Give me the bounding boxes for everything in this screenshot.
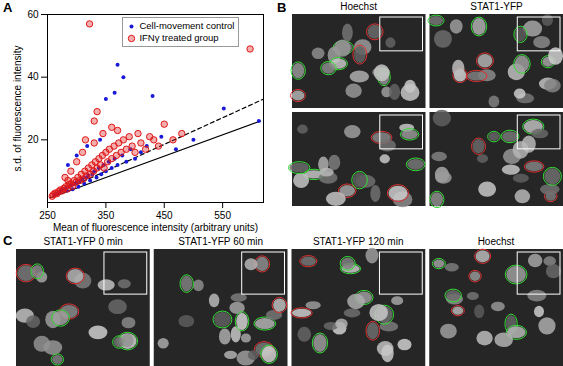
svg-text:20: 20: [27, 134, 39, 145]
html-text:STAT1-YFP 120 min: STAT1-YFP 120 min: [312, 236, 404, 247]
svg-text:550: 550: [214, 210, 231, 221]
html-text:A: A: [3, 0, 13, 15]
svg-text:Mean of fluorescence intensity: Mean of fluorescence intensity (arbitrar…: [53, 222, 258, 233]
svg-text:350: 350: [98, 210, 115, 221]
html-text:B: B: [277, 0, 287, 15]
html-text:Hoechst: Hoechst: [477, 236, 515, 247]
html-text:STAT1-YFP: STAT1-YFP: [470, 1, 523, 12]
html-text:IFNγ treated group: IFNγ treated group: [139, 32, 219, 43]
html-text:STAT1-YFP 60 min: STAT1-YFP 60 min: [178, 236, 264, 247]
svg-text:250: 250: [39, 210, 56, 221]
svg-text:s.d. of fluorescence intensity: s.d. of fluorescence intensity: [12, 45, 23, 171]
html-text:C: C: [3, 233, 13, 248]
svg-text:60: 60: [27, 9, 39, 20]
svg-text:40: 40: [27, 71, 39, 82]
html-text:Cell-movement control: Cell-movement control: [139, 20, 235, 31]
html-text:STAT1-YFP 0 min: STAT1-YFP 0 min: [43, 236, 123, 247]
html-text:Hoechst: Hoechst: [340, 1, 377, 12]
svg-text:450: 450: [156, 210, 173, 221]
